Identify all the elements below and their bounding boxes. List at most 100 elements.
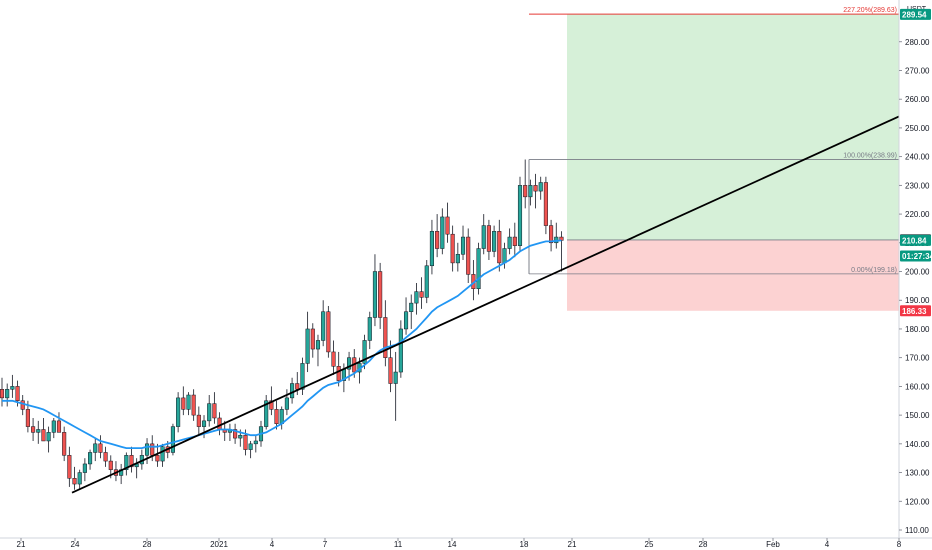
candle-body[interactable]: [305, 328, 310, 364]
candle-body[interactable]: [93, 443, 98, 453]
candle-body[interactable]: [378, 271, 383, 318]
candle-body[interactable]: [315, 340, 321, 350]
candle-body[interactable]: [25, 409, 30, 427]
candle-body[interactable]: [310, 328, 315, 350]
candle-body[interactable]: [0, 389, 5, 399]
candle-body[interactable]: [82, 463, 87, 473]
candle-body[interactable]: [36, 429, 41, 433]
candle-body[interactable]: [362, 340, 367, 364]
candle-body[interactable]: [336, 366, 341, 381]
candle-body[interactable]: [269, 400, 274, 410]
candle-body[interactable]: [46, 432, 51, 442]
candle-body[interactable]: [129, 455, 134, 468]
candle-body[interactable]: [186, 394, 191, 410]
candle-body[interactable]: [440, 216, 445, 249]
candle-body[interactable]: [523, 185, 528, 198]
candle-body[interactable]: [196, 414, 201, 427]
candle-body[interactable]: [290, 383, 295, 399]
candle-body[interactable]: [450, 233, 455, 264]
candle-body[interactable]: [243, 434, 248, 450]
candle-body[interactable]: [486, 225, 491, 252]
candle-body[interactable]: [507, 236, 512, 249]
candle-body[interactable]: [398, 328, 403, 373]
candle-body[interactable]: [150, 443, 155, 456]
candle-body[interactable]: [144, 443, 150, 456]
candle-body[interactable]: [274, 409, 279, 424]
candle-body[interactable]: [409, 302, 414, 312]
candle-body[interactable]: [331, 351, 336, 367]
candle-body[interactable]: [517, 185, 523, 246]
trendline[interactable]: [71, 115, 900, 494]
candle-body[interactable]: [88, 452, 93, 465]
candle-body[interactable]: [108, 460, 113, 470]
candle-body[interactable]: [31, 426, 36, 433]
candle-body[interactable]: [424, 265, 429, 298]
candle-body[interactable]: [321, 311, 326, 341]
candle-body[interactable]: [492, 231, 497, 252]
candle-body[interactable]: [502, 248, 507, 264]
candle-body[interactable]: [41, 429, 46, 442]
candle-body[interactable]: [403, 311, 409, 330]
candle-body[interactable]: [124, 455, 129, 470]
candle-body[interactable]: [419, 291, 424, 298]
candle-body[interactable]: [372, 271, 378, 318]
candle-body[interactable]: [295, 383, 300, 390]
candle-body[interactable]: [497, 231, 502, 264]
candle-body[interactable]: [98, 443, 103, 453]
candle-body[interactable]: [455, 254, 460, 264]
candle-body[interactable]: [233, 429, 238, 439]
candle-body[interactable]: [481, 225, 486, 249]
candle-body[interactable]: [238, 434, 243, 439]
candle-body[interactable]: [5, 389, 10, 399]
candle-body[interactable]: [248, 443, 253, 450]
candle-body[interactable]: [20, 400, 25, 410]
candle-body[interactable]: [393, 371, 398, 384]
candle-body[interactable]: [51, 420, 56, 433]
candle-body[interactable]: [538, 182, 543, 192]
candle-body[interactable]: [217, 417, 222, 430]
candle-body[interactable]: [15, 386, 20, 402]
candle-body[interactable]: [445, 216, 450, 235]
candle-body[interactable]: [264, 400, 269, 427]
candle-body[interactable]: [170, 426, 175, 453]
candle-body[interactable]: [212, 403, 217, 419]
candle-body[interactable]: [10, 386, 15, 390]
candle-body[interactable]: [284, 397, 289, 410]
candle-body[interactable]: [528, 185, 533, 198]
candle-body[interactable]: [543, 182, 548, 226]
candle-body[interactable]: [176, 397, 181, 427]
candle-body[interactable]: [191, 394, 196, 416]
candle-body[interactable]: [414, 291, 419, 304]
candle-body[interactable]: [466, 236, 471, 275]
candles-group[interactable]: [0, 159, 564, 490]
candle-body[interactable]: [549, 225, 554, 244]
candle-body[interactable]: [201, 420, 207, 427]
candle-body[interactable]: [533, 185, 538, 192]
candle-body[interactable]: [512, 236, 517, 246]
candle-body[interactable]: [559, 236, 564, 241]
time-axis-ticks[interactable]: 21 24 28 2021 4 7 11 14 18 21 25 28 Feb 4 8: [17, 538, 902, 549]
candle-body[interactable]: [300, 363, 305, 390]
candle-body[interactable]: [103, 452, 108, 462]
candle-body[interactable]: [72, 478, 77, 485]
candle-body[interactable]: [77, 472, 82, 485]
trendline-group[interactable]: [71, 115, 900, 494]
candle-body[interactable]: [435, 231, 440, 249]
candle-body[interactable]: [181, 397, 186, 410]
candle-body[interactable]: [460, 236, 466, 255]
candle-body[interactable]: [207, 403, 212, 422]
candle-body[interactable]: [476, 248, 481, 290]
candle-body[interactable]: [62, 432, 67, 456]
candle-body[interactable]: [429, 231, 434, 267]
candle-body[interactable]: [347, 357, 352, 370]
candle-body[interactable]: [367, 317, 372, 341]
candle-body[interactable]: [155, 455, 160, 462]
candle-body[interactable]: [388, 357, 393, 384]
candle-body[interactable]: [56, 420, 62, 433]
candle-body[interactable]: [326, 311, 331, 353]
candle-body[interactable]: [253, 440, 258, 445]
candle-body[interactable]: [160, 446, 165, 462]
candle-body[interactable]: [383, 317, 388, 358]
candle-body[interactable]: [67, 455, 72, 479]
